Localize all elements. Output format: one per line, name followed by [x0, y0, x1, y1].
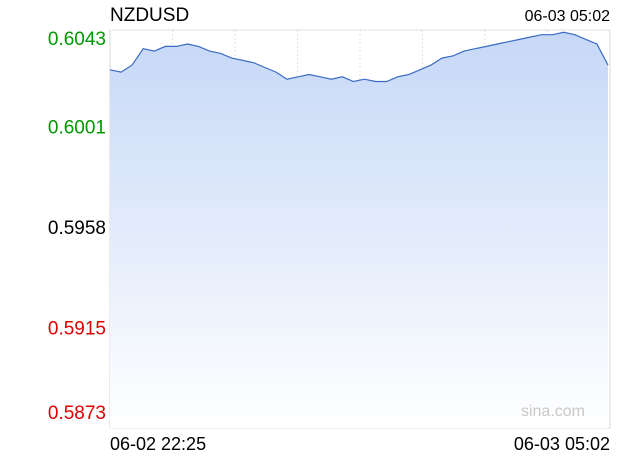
watermark: sina.com: [521, 403, 585, 420]
y-tick-label: 0.5958: [48, 218, 106, 239]
area: [110, 32, 608, 429]
x-end-label: 06-03 05:02: [514, 434, 610, 454]
y-tick-label: 0.6043: [48, 29, 106, 50]
timestamp: 06-03 05:02: [525, 8, 611, 25]
y-tick-label: 0.5873: [48, 403, 106, 424]
y-tick-label: 0.6001: [48, 117, 106, 138]
x-start-label: 06-02 22:25: [110, 434, 206, 454]
chart-title: NZDUSD: [110, 5, 189, 26]
price-line: [109, 31, 609, 83]
y-tick-label: 0.5915: [48, 319, 106, 340]
